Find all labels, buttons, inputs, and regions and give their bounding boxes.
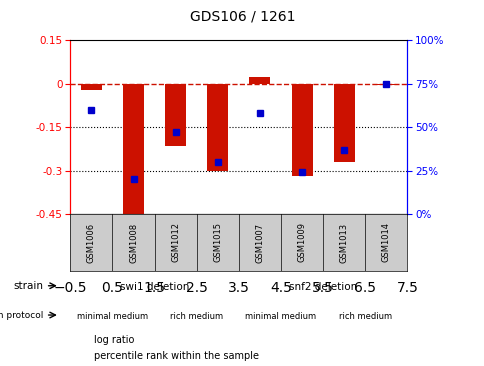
Text: log ratio: log ratio xyxy=(93,335,134,346)
Text: minimal medium: minimal medium xyxy=(77,312,148,321)
Bar xyxy=(165,84,186,146)
Text: strain: strain xyxy=(14,281,44,291)
Text: GSM1013: GSM1013 xyxy=(339,223,348,262)
Text: GSM1014: GSM1014 xyxy=(381,223,390,262)
Text: percentile rank within the sample: percentile rank within the sample xyxy=(93,351,258,361)
Text: snf2 deletion: snf2 deletion xyxy=(288,282,357,292)
Text: GSM1015: GSM1015 xyxy=(213,223,222,262)
Bar xyxy=(249,77,270,84)
Text: rich medium: rich medium xyxy=(170,312,223,321)
Bar xyxy=(333,84,354,162)
Bar xyxy=(291,84,312,176)
Bar xyxy=(81,84,102,90)
Text: GSM1008: GSM1008 xyxy=(129,223,138,262)
Text: swi1 deletion: swi1 deletion xyxy=(120,282,189,292)
Bar xyxy=(123,84,144,219)
Bar xyxy=(207,84,228,171)
Text: rich medium: rich medium xyxy=(338,312,391,321)
Text: GSM1009: GSM1009 xyxy=(297,223,306,262)
Text: GSM1007: GSM1007 xyxy=(255,223,264,262)
Text: GSM1012: GSM1012 xyxy=(171,223,180,262)
Text: growth protocol: growth protocol xyxy=(0,310,44,320)
Text: GDS106 / 1261: GDS106 / 1261 xyxy=(189,9,295,23)
Bar xyxy=(375,84,396,85)
Text: minimal medium: minimal medium xyxy=(245,312,316,321)
Text: GSM1006: GSM1006 xyxy=(87,223,96,262)
